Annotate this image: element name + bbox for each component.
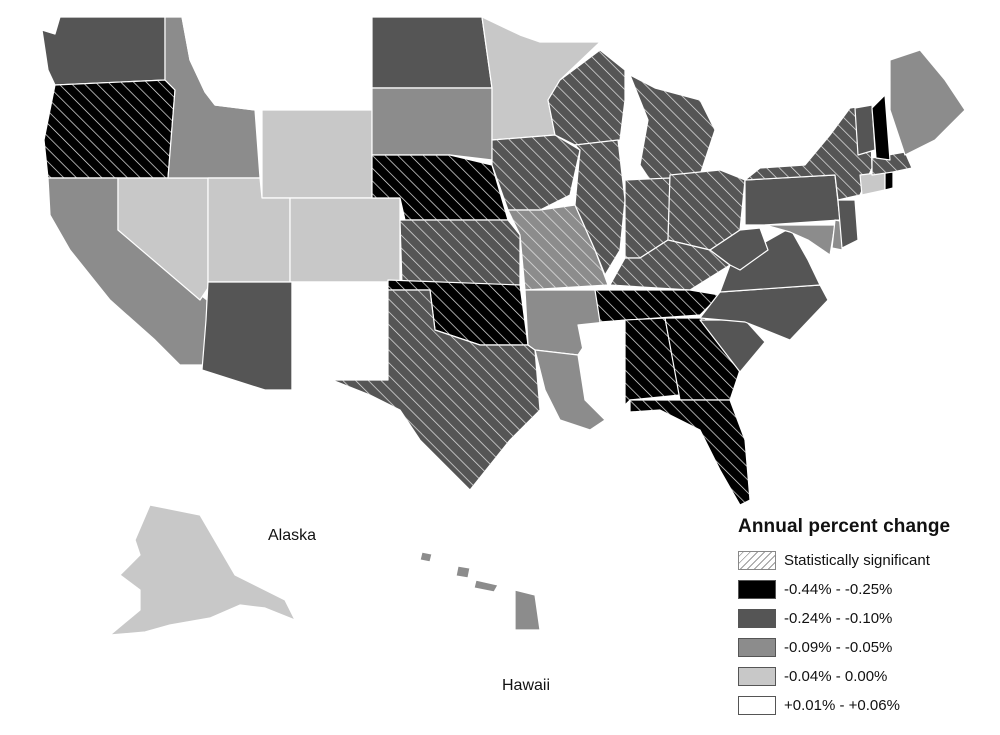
legend-swatch (738, 609, 776, 628)
legend-item: -0.09% - -0.05% (738, 633, 988, 662)
legend-item: Statistically significant (738, 546, 988, 575)
state-wyoming (261, 109, 373, 199)
legend-label: -0.24% - -0.10% (784, 610, 893, 627)
state-kentucky (609, 239, 731, 291)
legend-title: Annual percent change (738, 516, 951, 537)
state-wisconsin (547, 49, 626, 146)
legend-swatch (738, 667, 776, 686)
state-illinois (574, 139, 626, 276)
legend-label: -0.44% - -0.25% (784, 581, 893, 598)
state-new-jersey (837, 199, 859, 249)
state-rhode-island (884, 171, 894, 191)
legend-label: +0.01% - +0.06% (784, 697, 900, 714)
legend-label: Statistically significant (784, 552, 930, 569)
state-iowa (491, 134, 581, 211)
legend-item: -0.04% - 0.00% (738, 662, 988, 691)
state-texas (331, 289, 541, 491)
state-colorado (289, 197, 401, 283)
legend-swatch (738, 551, 776, 570)
legend-swatch (738, 580, 776, 599)
legend-item: -0.24% - -0.10% (738, 604, 988, 633)
state-maryland (764, 224, 836, 256)
state-west-virginia (709, 227, 769, 271)
state-tennessee (594, 289, 721, 323)
legend-items: Statistically significant -0.44% - -0.25%… (738, 546, 988, 720)
legend-item: +0.01% - +0.06% (738, 691, 988, 720)
state-south-dakota (371, 87, 493, 161)
state-kansas (399, 219, 521, 286)
state-new-hampshire (871, 94, 891, 161)
state-montana (181, 16, 373, 111)
legend-swatch (738, 638, 776, 657)
state-alaska (109, 504, 296, 636)
state-indiana (624, 177, 671, 259)
state-nebraska (371, 154, 509, 221)
state-north-dakota (371, 16, 493, 89)
state-ohio (667, 169, 746, 251)
state-florida (629, 399, 751, 506)
state-arizona (201, 281, 293, 391)
legend-swatch (738, 696, 776, 715)
state-alabama (624, 317, 681, 406)
state-new-mexico (291, 281, 389, 391)
alaska-label: Alaska (268, 527, 316, 544)
state-maine (889, 49, 966, 156)
state-mississippi (577, 319, 626, 406)
state-louisiana (534, 349, 606, 431)
state-pennsylvania (744, 174, 841, 226)
legend-item: -0.44% - -0.25% (738, 575, 988, 604)
state-georgia (664, 317, 741, 401)
state-oregon (43, 79, 176, 179)
state-michigan (629, 74, 716, 181)
legend: Annual percent change Statistically sign… (738, 516, 988, 720)
legend-label: -0.09% - -0.05% (784, 639, 893, 656)
state-missouri (507, 204, 609, 291)
hawaii-label: Hawaii (502, 677, 550, 694)
state-hawaii (419, 551, 541, 631)
states-layer (41, 16, 966, 636)
state-washington (41, 16, 166, 86)
legend-label: -0.04% - 0.00% (784, 668, 888, 685)
